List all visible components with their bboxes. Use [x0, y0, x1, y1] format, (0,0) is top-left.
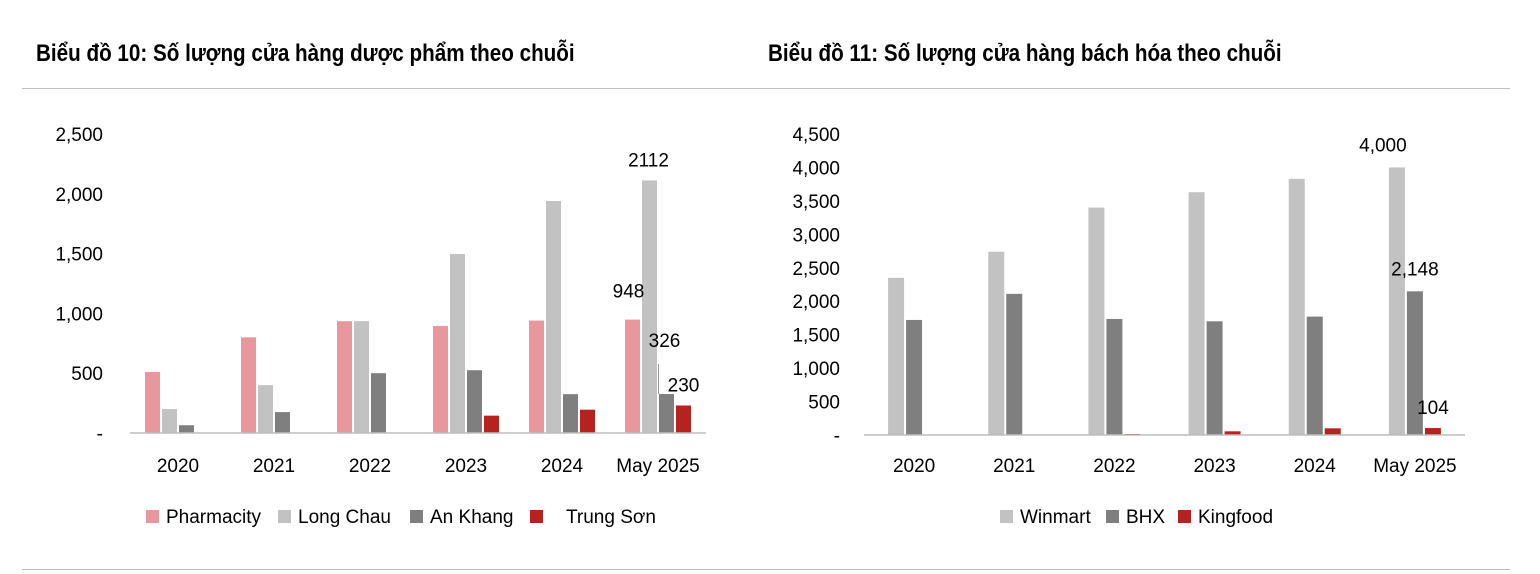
bar-pharmacity-2020 — [145, 372, 160, 433]
bar-pharmacity-2024 — [529, 320, 544, 433]
x-tick-label: May 2025 — [1373, 456, 1456, 477]
x-tick-label: 2024 — [1294, 456, 1337, 477]
data-label-trung-s-n: 230 — [668, 375, 700, 396]
bar-bhx-2020 — [906, 319, 923, 435]
bar-long-chau-2020 — [162, 409, 177, 433]
bar-pharmacity-2023 — [433, 325, 448, 433]
x-tick-label: 2021 — [993, 456, 1035, 477]
bar-bhx-2023 — [1206, 321, 1223, 435]
bar-bhx-2024 — [1306, 316, 1323, 435]
bar-winmart-2023 — [1188, 192, 1205, 435]
legend-swatch-winmart — [1000, 510, 1013, 523]
bar-an-khang-2023 — [467, 370, 482, 433]
bar-long-chau-2023 — [450, 253, 465, 433]
legend-label-bhx: BHX — [1126, 507, 1165, 528]
x-tick-label: 2023 — [445, 456, 487, 477]
y-tick-label: 1,000 — [55, 304, 103, 325]
legend-label-kingfood: Kingfood — [1198, 507, 1273, 528]
bar-an-khang-2020 — [179, 425, 194, 433]
bar-an-khang-may-2025 — [659, 394, 674, 433]
bar-trung-s-n-2024 — [580, 409, 595, 433]
data-label-winmart: 4,000 — [1359, 135, 1407, 156]
bar-long-chau-2022 — [354, 321, 369, 433]
y-tick-label: 2,500 — [792, 259, 840, 280]
legend-swatch-bhx — [1106, 510, 1119, 523]
legend-label-long-chau: Long Chau — [298, 507, 391, 528]
y-tick-label: 1,500 — [55, 245, 103, 266]
y-tick-label: - — [97, 424, 103, 445]
bar-bhx-may-2025 — [1406, 291, 1423, 435]
bar-an-khang-2024 — [563, 394, 578, 433]
bar-long-chau-2024 — [546, 200, 561, 433]
y-tick-label: 4,500 — [792, 125, 840, 146]
legend-swatch-kingfood — [1178, 510, 1191, 523]
bar-an-khang-2022 — [371, 373, 386, 433]
legend-label-an-khang: An Khang — [430, 507, 513, 528]
bar-kingfood-may-2025 — [1424, 428, 1441, 435]
chart-10-pharmacy-stores: - 500 1,000 1,500 2,000 2,500 2020 2021 2022 2023… — [55, 125, 706, 528]
bar-trung-s-n-may-2025 — [676, 405, 691, 433]
bar-kingfood-2024 — [1324, 428, 1341, 435]
legend-label-winmart: Winmart — [1020, 507, 1091, 528]
x-tick-label: May 2025 — [616, 456, 699, 477]
data-label-long-chau: 2112 — [628, 150, 669, 171]
bar-bhx-2022 — [1106, 318, 1123, 435]
y-tick-label: 3,500 — [792, 192, 840, 213]
y-tick-label: 2,000 — [792, 292, 840, 313]
bar-bhx-2021 — [1006, 293, 1023, 435]
bar-pharmacity-2021 — [241, 337, 256, 433]
bottom-divider — [22, 569, 1510, 570]
x-tick-label: 2024 — [541, 456, 584, 477]
y-tick-label: - — [834, 426, 840, 447]
bar-trung-s-n-2023 — [484, 415, 499, 433]
y-tick-label: 1,000 — [792, 359, 840, 380]
y-tick-label: 2,000 — [55, 185, 103, 206]
y-tick-label: 500 — [808, 393, 840, 414]
legend-label-pharmacity: Pharmacity — [166, 507, 262, 528]
y-tick-label: 500 — [71, 364, 103, 385]
bar-winmart-may-2025 — [1388, 167, 1405, 435]
x-tick-label: 2020 — [893, 456, 935, 477]
x-tick-label: 2020 — [157, 456, 199, 477]
legend-swatch-an-khang — [410, 510, 423, 523]
legend-label-trung-s-n: Trung Sơn — [566, 507, 656, 528]
x-tick-label: 2023 — [1193, 456, 1235, 477]
legend-swatch-trung-s-n — [530, 510, 543, 523]
bar-winmart-2022 — [1088, 207, 1105, 435]
legend-swatch-pharmacity — [146, 510, 159, 523]
bar-long-chau-may-2025 — [642, 180, 657, 433]
y-tick-label: 1,500 — [792, 326, 840, 347]
x-tick-label: 2022 — [1093, 456, 1135, 477]
bar-pharmacity-2022 — [337, 321, 352, 433]
x-tick-label: 2022 — [349, 456, 391, 477]
data-label-pharmacity: 948 — [613, 282, 645, 303]
x-tick-label: 2021 — [253, 456, 295, 477]
y-tick-label: 3,000 — [792, 225, 840, 246]
bar-pharmacity-may-2025 — [625, 319, 640, 433]
chart-11-title: Biểu đồ 11: Số lượng cửa hàng bách hóa t… — [768, 40, 1282, 67]
top-divider — [22, 88, 1510, 89]
bar-an-khang-2021 — [275, 412, 290, 433]
bar-winmart-2020 — [888, 277, 905, 435]
chart-10-title: Biểu đồ 10: Số lượng cửa hàng dược phẩm … — [36, 40, 575, 67]
data-label-bhx: 2,148 — [1391, 259, 1439, 280]
legend-swatch-long-chau — [278, 510, 291, 523]
bar-kingfood-2023 — [1224, 431, 1241, 435]
data-label-an-khang: 326 — [649, 331, 681, 352]
bar-long-chau-2021 — [258, 385, 273, 433]
y-tick-label: 4,000 — [792, 158, 840, 179]
bar-winmart-2021 — [988, 251, 1005, 435]
data-label-kingfood: 104 — [1417, 398, 1449, 419]
y-tick-label: 2,500 — [55, 125, 103, 146]
bar-winmart-2024 — [1288, 178, 1305, 435]
